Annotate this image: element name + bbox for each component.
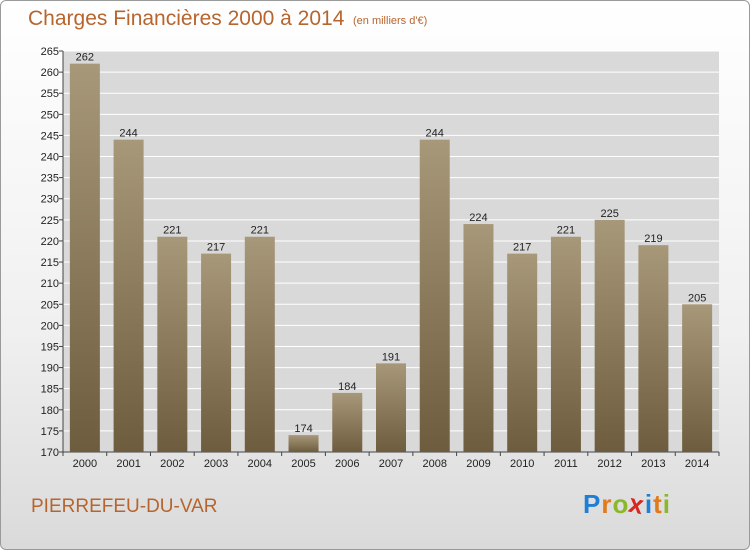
data-label-2004: 221 [251,225,269,237]
x-tick-label-2001: 2001 [116,458,140,470]
chart-title: Charges Financières 2000 à 2014 [28,7,345,30]
plot-area: 170 175 180 185 190 195 200 205 210 215 220 225 230 2… [41,46,720,470]
data-label-2006: 184 [338,381,356,393]
x-tick-label-2008: 2008 [422,458,446,470]
bar-2001 [113,139,144,453]
bar-2009 [463,224,494,452]
x-tick-label-2014: 2014 [685,458,709,470]
y-tick-label: 175 [41,426,59,438]
logo-letter: P [583,489,602,519]
bar-2006 [332,392,363,452]
data-label-2007: 191 [382,351,400,363]
data-label-2013: 219 [644,233,662,245]
y-tick-label: 195 [41,341,59,353]
bar-2010 [507,253,538,452]
y-tick-label: 225 [41,215,59,227]
logo-letter: i [662,489,671,519]
x-tick-label-2002: 2002 [160,458,184,470]
data-label-2005: 174 [294,423,312,435]
y-tick-label: 260 [41,67,59,79]
logo-letter: r [601,489,613,519]
x-tick-label-2012: 2012 [597,458,621,470]
y-tick-label: 255 [41,88,59,100]
bar-2014 [682,304,713,452]
y-tick-label: 245 [41,130,59,142]
x-tick-label-2005: 2005 [291,458,315,470]
x-tick-label-2011: 2011 [554,458,578,470]
y-tick-label: 240 [41,152,59,164]
y-tick-label: 190 [41,363,59,375]
x-tick-label-2003: 2003 [204,458,228,470]
y-tick-label: 170 [41,447,59,459]
y-tick-label: 235 [41,173,59,185]
data-label-2010: 217 [513,242,531,254]
x-tick-label-2006: 2006 [335,458,359,470]
y-tick-label: 265 [41,46,59,58]
bar-2008 [419,139,450,453]
bar-2004 [244,236,275,452]
y-tick-label: 220 [41,236,59,248]
x-tick-label-2007: 2007 [379,458,403,470]
data-label-2008: 244 [426,128,444,140]
x-tick-label-2013: 2013 [641,458,665,470]
data-label-2014: 205 [688,292,706,304]
chart-subtitle: (en milliers d'€) [353,15,428,27]
bar-2012 [594,219,625,452]
y-tick-label: 230 [41,194,59,206]
y-tick-label: 205 [41,299,59,311]
x-tick-label-2010: 2010 [510,458,534,470]
logo-letter: t [653,489,663,519]
bar-2003 [201,253,232,452]
x-tick-label-2004: 2004 [248,458,272,470]
data-label-2012: 225 [600,208,618,220]
bar-2002 [157,236,188,452]
bar-2000 [69,63,100,453]
logo-letter: i [644,489,654,519]
data-label-2000: 262 [76,52,94,64]
y-tick-label: 185 [41,384,59,396]
y-tick-label: 200 [41,320,59,332]
logo-letter: o [612,489,630,519]
y-tick-label: 250 [41,109,59,121]
proxiti-logo[interactable]: Proxiti [583,488,671,521]
data-label-2001: 244 [119,128,137,140]
data-label-2002: 221 [163,225,181,237]
data-label-2011: 221 [557,225,575,237]
bar-2007 [376,363,406,452]
bar-2013 [638,245,669,452]
bar-2005 [288,435,319,452]
commune-name: PIERREFEU-DU-VAR [31,496,218,517]
x-tick-label-2009: 2009 [466,458,490,470]
y-tick-label: 210 [41,278,59,290]
data-label-2009: 224 [469,212,487,224]
x-tick-label-2000: 2000 [73,458,97,470]
bar-2011 [550,236,581,452]
data-label-2003: 217 [207,242,225,254]
y-tick-label: 215 [41,257,59,269]
y-tick-label: 180 [41,405,59,417]
